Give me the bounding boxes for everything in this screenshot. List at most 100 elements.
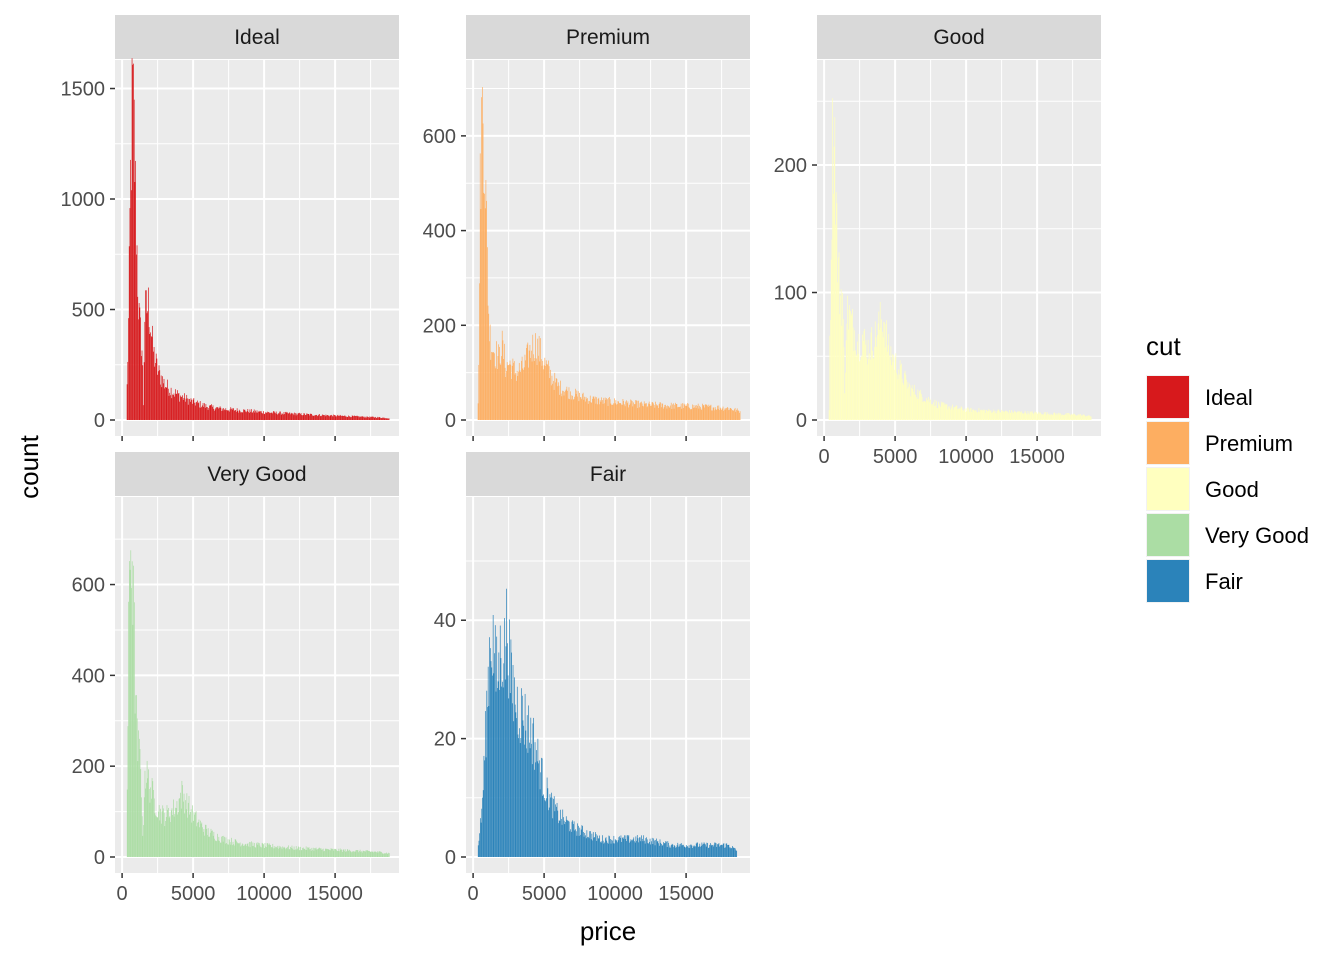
facet-strip-label: Very Good xyxy=(207,463,306,486)
histogram-bar xyxy=(527,752,529,857)
histogram-bar xyxy=(240,846,242,857)
histogram-bar xyxy=(294,412,295,420)
histogram-bar xyxy=(868,359,870,420)
legend-key-swatch xyxy=(1147,376,1189,418)
histogram-bar xyxy=(361,416,363,420)
histogram-bar xyxy=(543,365,545,420)
histogram-bar xyxy=(149,802,151,857)
histogram-bar xyxy=(272,843,274,857)
histogram-bar xyxy=(870,332,872,420)
histogram-bar xyxy=(1009,412,1011,420)
histogram-bar xyxy=(168,817,170,857)
histogram-bar xyxy=(855,356,857,420)
histogram-bar xyxy=(1066,414,1068,420)
histogram-bar xyxy=(616,404,617,420)
histogram-bar xyxy=(247,843,249,857)
histogram-bar xyxy=(386,418,388,420)
histogram-bar xyxy=(705,846,707,857)
histogram-bar xyxy=(859,360,861,420)
histogram-bar xyxy=(732,846,733,857)
histogram-bar xyxy=(215,840,217,857)
histogram-bar xyxy=(945,404,946,420)
histogram-bar xyxy=(301,415,303,420)
histogram-bar xyxy=(200,823,202,857)
histogram-bar xyxy=(366,850,367,857)
histogram-bar xyxy=(224,410,226,420)
histogram-bar xyxy=(628,404,630,420)
histogram-bar xyxy=(616,840,618,857)
histogram-bar xyxy=(997,410,998,420)
histogram-bar xyxy=(921,394,922,420)
histogram-bar xyxy=(960,408,961,420)
x-tick-label: 5000 xyxy=(873,446,918,468)
histogram-bar xyxy=(716,846,718,857)
histogram-bar xyxy=(263,844,264,857)
histogram-bar xyxy=(587,403,589,420)
histogram-bar xyxy=(667,405,669,420)
histogram-bar xyxy=(274,412,276,420)
histogram-bar xyxy=(704,407,705,420)
histogram-bar xyxy=(834,117,836,421)
histogram-bar xyxy=(203,829,205,857)
histogram-bar xyxy=(588,838,590,857)
y-tick-label: 500 xyxy=(72,300,105,322)
histogram-bar xyxy=(946,404,948,420)
histogram-bar xyxy=(600,401,602,420)
histogram-bar xyxy=(363,417,365,420)
histogram-bar xyxy=(177,812,179,857)
histogram-bar xyxy=(186,793,188,857)
histogram-bar xyxy=(975,410,976,420)
histogram-bar xyxy=(361,851,362,857)
histogram-bar xyxy=(246,411,248,420)
histogram-bar xyxy=(329,416,330,420)
histogram-bar xyxy=(562,390,563,420)
histogram-bar xyxy=(908,383,910,420)
histogram-bar xyxy=(858,334,860,420)
histogram-bar xyxy=(205,404,207,420)
histogram-bar xyxy=(1058,412,1059,420)
histogram-bar xyxy=(185,398,187,420)
histogram-bar xyxy=(530,717,532,857)
histogram-bar xyxy=(172,394,173,420)
histogram-bar xyxy=(1054,413,1056,420)
histogram-bar xyxy=(140,356,142,420)
histogram-bar xyxy=(536,761,538,857)
histogram-bar xyxy=(886,320,887,420)
histogram-bar xyxy=(180,397,182,420)
legend-entry-label: Very Good xyxy=(1205,523,1309,548)
histogram-bar xyxy=(866,357,868,420)
histogram-bar xyxy=(160,823,162,857)
histogram-bar xyxy=(605,399,607,420)
histogram-bar xyxy=(728,410,730,420)
histogram-bar xyxy=(907,382,909,420)
histogram-bar xyxy=(1026,414,1028,420)
histogram-bar xyxy=(537,738,539,857)
histogram-bar xyxy=(516,380,517,420)
histogram-bar xyxy=(1071,414,1073,420)
histogram-bar xyxy=(608,397,610,420)
histogram-bar xyxy=(859,361,860,420)
histogram-bar xyxy=(906,388,908,420)
x-tick-label: 0 xyxy=(819,446,830,468)
histogram-bar xyxy=(163,378,165,420)
histogram-bar xyxy=(195,811,197,857)
histogram-bar xyxy=(626,841,627,857)
histogram-bar xyxy=(205,824,207,857)
histogram-bar xyxy=(375,416,376,420)
histogram-bar xyxy=(1017,410,1019,420)
histogram-bar xyxy=(381,851,382,857)
histogram-bar xyxy=(482,123,484,421)
histogram-bar xyxy=(355,850,357,857)
histogram-bar xyxy=(216,407,217,420)
histogram-bar xyxy=(941,403,943,420)
histogram-bar xyxy=(716,405,718,420)
histogram-bar xyxy=(504,679,506,857)
histogram-bar xyxy=(332,848,333,857)
histogram-bar xyxy=(325,848,327,857)
histogram-bar xyxy=(557,382,559,420)
histogram-bar xyxy=(611,404,613,420)
histogram-bar xyxy=(381,852,383,857)
histogram-bar xyxy=(214,410,215,420)
histogram-bar xyxy=(484,711,486,857)
histogram-bar xyxy=(731,410,733,420)
